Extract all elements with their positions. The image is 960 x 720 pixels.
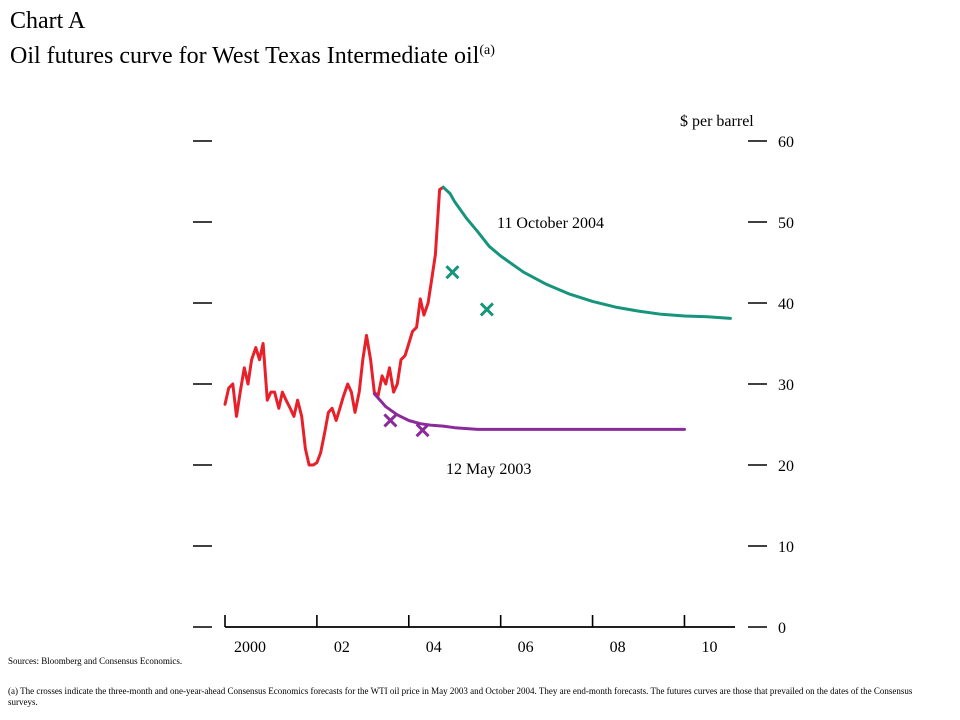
chart-title-block: Chart A Oil futures curve for West Texas… <box>10 6 950 71</box>
x-tick-label: 06 <box>518 639 534 656</box>
annotation-oct2004: 11 October 2004 <box>497 215 604 232</box>
y-tick-label: 10 <box>778 539 794 556</box>
y-tick-label: 40 <box>778 296 794 313</box>
forecast-cross-oct2004 <box>445 265 460 280</box>
y-axis-label: $ per barrel <box>680 113 754 130</box>
left-tick-marks <box>193 140 212 628</box>
series-line-spot <box>223 185 445 467</box>
series-line-oct2004 <box>441 185 732 320</box>
forecast-cross-stroke <box>479 302 494 317</box>
y-tick-label: 30 <box>778 377 794 394</box>
y-tick-label: 60 <box>778 134 794 151</box>
x-tick-label: 2000 <box>234 639 266 656</box>
forecast-cross-stroke <box>383 413 398 428</box>
series-lines <box>223 185 732 467</box>
series-annotations: 11 October 2004 12 May 2003 <box>446 215 604 478</box>
y-tick-label: 50 <box>778 215 794 232</box>
y-tick-label: 20 <box>778 458 794 475</box>
footnote-a: (a) The crosses indicate the three-month… <box>8 686 913 707</box>
x-tick-label: 10 <box>701 639 717 656</box>
x-tick-label: 02 <box>334 639 350 656</box>
forecast-cross-stroke <box>445 265 460 280</box>
series-line-may2003 <box>372 392 686 431</box>
forecast-crosses <box>383 265 494 438</box>
forecast-cross-may2003 <box>383 413 398 428</box>
forecast-cross-stroke <box>415 423 430 438</box>
y-tick-label: 0 <box>778 620 786 637</box>
chart-label: Chart A <box>10 8 86 34</box>
chart-title-text: Oil futures curve for West Texas Interme… <box>10 43 480 69</box>
annotation-may2003: 12 May 2003 <box>446 461 531 478</box>
forecast-cross-oct2004 <box>479 302 494 317</box>
chart-title: Oil futures curve for West Texas Interme… <box>10 36 950 71</box>
right-tick-marks <box>748 140 767 628</box>
sources-note: Sources: Bloomberg and Consensus Economi… <box>8 656 183 666</box>
x-tick-labels: 2000 02 04 06 08 10 <box>234 639 717 656</box>
x-tick-label: 08 <box>610 639 626 656</box>
x-tick-label: 04 <box>426 639 442 656</box>
chart-title-footnote-mark: (a) <box>479 43 495 58</box>
x-axis <box>224 615 735 628</box>
y-tick-labels: 0 10 20 30 40 50 60 <box>778 134 794 637</box>
forecast-cross-may2003 <box>415 423 430 438</box>
